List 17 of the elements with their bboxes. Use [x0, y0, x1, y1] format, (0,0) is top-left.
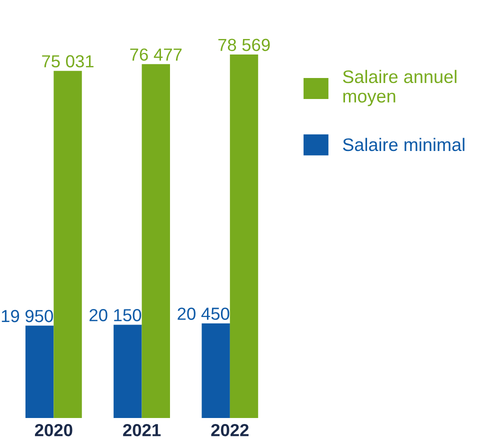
bar: [25, 326, 54, 418]
legend-label: Salaire minimal: [342, 138, 464, 152]
x-tick-label: 2021: [123, 424, 161, 436]
data-label: 78 569: [218, 38, 270, 52]
data-label: 76 477: [130, 48, 182, 61]
bar: [142, 64, 170, 418]
data-label: 19 950: [2, 310, 53, 322]
legend-label: Salaire annuel moyen: [342, 70, 456, 106]
x-tick-label: 2020: [34, 424, 72, 436]
data-label: 75 031: [42, 55, 94, 68]
x-tick-label: 2022: [211, 424, 249, 436]
bar: [230, 54, 258, 418]
data-label: 20 150: [90, 309, 142, 322]
bar: [54, 70, 82, 418]
bar: [202, 323, 230, 418]
data-label: 20 450: [178, 308, 230, 320]
bar: [114, 324, 142, 418]
